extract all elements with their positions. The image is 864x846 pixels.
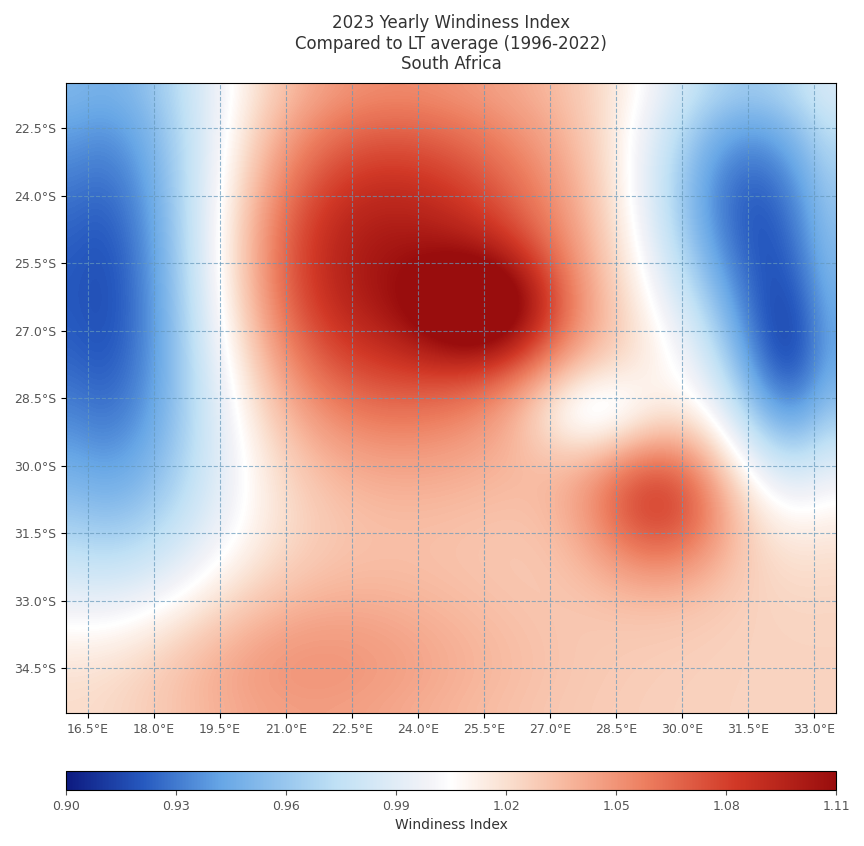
X-axis label: Windiness Index: Windiness Index (395, 818, 507, 832)
Title: 2023 Yearly Windiness Index
Compared to LT average (1996-2022)
South Africa: 2023 Yearly Windiness Index Compared to … (295, 14, 607, 74)
